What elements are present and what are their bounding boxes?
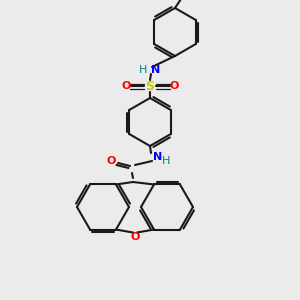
- Text: N: N: [153, 152, 162, 162]
- Text: O: O: [106, 156, 116, 166]
- Text: O: O: [121, 81, 131, 91]
- Text: H: H: [139, 65, 147, 75]
- Text: N: N: [151, 65, 160, 75]
- Text: S: S: [146, 80, 154, 92]
- Text: H: H: [162, 156, 170, 166]
- Text: O: O: [130, 232, 140, 242]
- Text: O: O: [169, 81, 179, 91]
